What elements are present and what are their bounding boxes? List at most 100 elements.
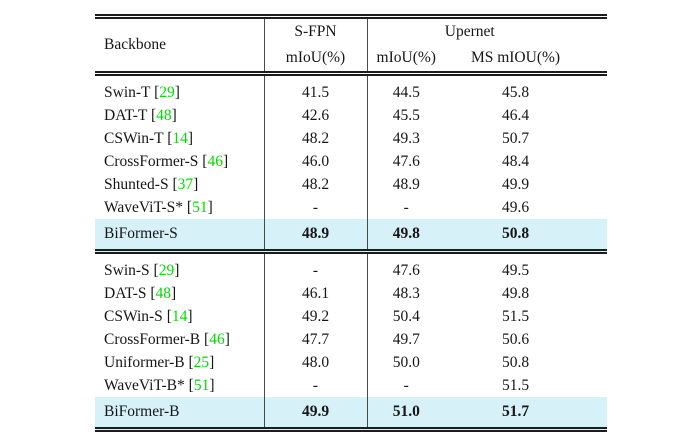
table-row: Shunted-S [37] 48.2 48.9 49.9 bbox=[95, 173, 607, 196]
col-header-upernet: Upernet bbox=[366, 16, 608, 45]
sfpn-miou-value: - bbox=[263, 196, 367, 219]
citation-number[interactable]: 51 bbox=[192, 198, 208, 216]
upernet-miou-value: 50.0 bbox=[366, 351, 445, 374]
citation-number[interactable]: 14 bbox=[171, 307, 188, 325]
citation-link[interactable]: [48] bbox=[146, 284, 176, 302]
citation-bracket-open: [ bbox=[198, 152, 208, 170]
citation-link[interactable]: [48] bbox=[147, 107, 177, 124]
citation-number[interactable]: 29 bbox=[159, 83, 175, 101]
citation-link[interactable]: [25] bbox=[185, 354, 215, 371]
citation-link[interactable]: [29] bbox=[150, 84, 180, 101]
table-row: WaveViT-S* [51] - - 49.6 bbox=[95, 196, 607, 219]
upernet-ms-miou-value: 49.5 bbox=[501, 261, 530, 279]
table-header: Backbone S-FPN Upernet mIoU(%) mIoU(%) M… bbox=[95, 16, 608, 74]
citation-number[interactable]: 46 bbox=[209, 330, 225, 348]
upernet-ms-miou-value: 49.9 bbox=[501, 175, 530, 193]
upernet-miou-value: 50.4 bbox=[366, 305, 445, 328]
table-row: DAT-T [48] 42.6 45.5 46.4 bbox=[95, 104, 607, 127]
upernet-ms-miou-value: 46.4 bbox=[501, 106, 530, 124]
citation-bracket-close: ] bbox=[193, 175, 199, 193]
citation-link[interactable]: [14] bbox=[163, 308, 193, 325]
backbone-cell: BiFormer-B bbox=[95, 397, 264, 430]
citation-number[interactable]: 29 bbox=[158, 261, 175, 279]
citation-bracket-close: ] bbox=[187, 129, 194, 147]
upernet-ms-miou-value: 48.4 bbox=[501, 152, 530, 170]
col-header-backbone: Backbone bbox=[104, 36, 166, 53]
table-row: WaveViT-B* [51] - - 51.5 bbox=[95, 374, 607, 397]
table-row: Swin-S [29] - 47.6 49.5 bbox=[95, 251, 607, 283]
table-row: BiFormer-B 49.9 51.0 51.7 bbox=[95, 397, 608, 430]
upernet-miou-value: 45.5 bbox=[366, 104, 445, 127]
col-header-upernet-miou: mIoU(%) bbox=[366, 45, 445, 74]
backbone-cell: CSWin-T [14] bbox=[95, 127, 264, 150]
upernet-miou-value: 49.7 bbox=[366, 328, 445, 351]
backbone-name: CrossFormer-S bbox=[104, 152, 199, 170]
citation-bracket-close: ] bbox=[224, 330, 230, 348]
sfpn-miou-value: - bbox=[263, 374, 367, 397]
sfpn-miou-value: 48.2 bbox=[263, 173, 367, 196]
backbone-name: BiFormer-B bbox=[104, 403, 180, 420]
upernet-miou-value: 49.8 bbox=[366, 219, 445, 252]
backbone-cell: Swin-S [29] bbox=[95, 252, 264, 283]
citation-number[interactable]: 37 bbox=[177, 175, 194, 193]
citation-link[interactable]: [29] bbox=[150, 262, 180, 279]
citation-link[interactable]: [51] bbox=[185, 377, 215, 394]
backbone-name: WaveViT-S* bbox=[104, 198, 184, 216]
citation-bracket-open: [ bbox=[184, 353, 194, 371]
backbone-name: Shunted-S bbox=[104, 175, 169, 193]
sfpn-miou-value: 47.7 bbox=[263, 328, 367, 351]
table-row: BiFormer-S 48.9 49.8 50.8 bbox=[95, 219, 608, 252]
table-section-base-models: Swin-S [29] - 47.6 49.5 DAT-S [48] 46.1 … bbox=[95, 251, 608, 430]
backbone-cell: Shunted-S [37] bbox=[95, 173, 264, 196]
backbone-cell: Swin-T [29] bbox=[95, 74, 264, 105]
citation-link[interactable]: [46] bbox=[200, 331, 230, 348]
backbone-cell: CrossFormer-S [46] bbox=[95, 150, 264, 173]
citation-link[interactable]: [46] bbox=[198, 153, 228, 170]
upernet-ms-miou-value: 51.5 bbox=[501, 376, 530, 394]
backbone-cell: Uniformer-B [25] bbox=[95, 351, 264, 374]
sfpn-miou-value: 49.9 bbox=[263, 397, 367, 430]
backbone-cell: WaveViT-S* [51] bbox=[95, 196, 264, 219]
upernet-ms-miou-value: 49.6 bbox=[501, 198, 530, 216]
backbone-name: CSWin-T bbox=[104, 129, 164, 147]
upernet-miou-value: - bbox=[366, 196, 445, 219]
citation-bracket-close: ] bbox=[174, 83, 180, 101]
backbone-name: Swin-T bbox=[104, 83, 151, 101]
upernet-ms-miou-value: 50.8 bbox=[501, 353, 530, 371]
sfpn-miou-value: 48.0 bbox=[263, 351, 367, 374]
sfpn-miou-value: 46.1 bbox=[263, 282, 367, 305]
upernet-miou-value: 48.3 bbox=[366, 282, 445, 305]
backbone-name: CrossFormer-B bbox=[104, 330, 201, 348]
backbone-cell: CrossFormer-B [46] bbox=[95, 328, 264, 351]
citation-number[interactable]: 46 bbox=[207, 152, 223, 170]
citation-number[interactable]: 25 bbox=[193, 353, 210, 371]
table-section-small-models: Swin-T [29] 41.5 44.5 45.8 DAT-T [48] 42… bbox=[95, 73, 608, 252]
citation-link[interactable]: [14] bbox=[163, 130, 193, 147]
upernet-ms-miou-value: 50.7 bbox=[501, 129, 530, 147]
citation-bracket-open: [ bbox=[147, 106, 157, 124]
backbone-name: WaveViT-B* bbox=[104, 376, 185, 394]
backbone-cell: DAT-S [48] bbox=[95, 282, 264, 305]
citation-bracket-open: [ bbox=[168, 175, 178, 193]
citation-bracket-open: [ bbox=[163, 129, 173, 147]
citation-number[interactable]: 48 bbox=[156, 106, 172, 124]
backbone-name: BiFormer-S bbox=[104, 225, 178, 242]
upernet-miou-value: 49.3 bbox=[366, 127, 445, 150]
citation-link[interactable]: [37] bbox=[168, 175, 199, 193]
citation-link[interactable]: [51] bbox=[183, 199, 213, 216]
citation-number[interactable]: 14 bbox=[172, 129, 188, 147]
citation-bracket-close: ] bbox=[209, 376, 215, 394]
citation-number[interactable]: 51 bbox=[193, 376, 210, 394]
citation-bracket-open: [ bbox=[146, 284, 156, 302]
table-row: CrossFormer-S [46] 46.0 47.6 48.4 bbox=[95, 150, 607, 173]
col-header-upernet-ms-miou: MS mIOU(%) bbox=[470, 49, 561, 66]
backbone-name: DAT-T bbox=[104, 106, 148, 124]
table-row: CSWin-S [14] 49.2 50.4 51.5 bbox=[95, 305, 607, 328]
upernet-miou-value: 51.0 bbox=[366, 397, 445, 430]
citation-number[interactable]: 48 bbox=[155, 284, 172, 302]
backbone-cell: BiFormer-S bbox=[95, 219, 264, 252]
table-row: CrossFormer-B [46] 47.7 49.7 50.6 bbox=[95, 328, 607, 351]
citation-bracket-open: [ bbox=[162, 307, 172, 325]
col-header-sfpn: S-FPN bbox=[263, 16, 367, 45]
upernet-ms-miou-value: 45.8 bbox=[501, 83, 530, 101]
